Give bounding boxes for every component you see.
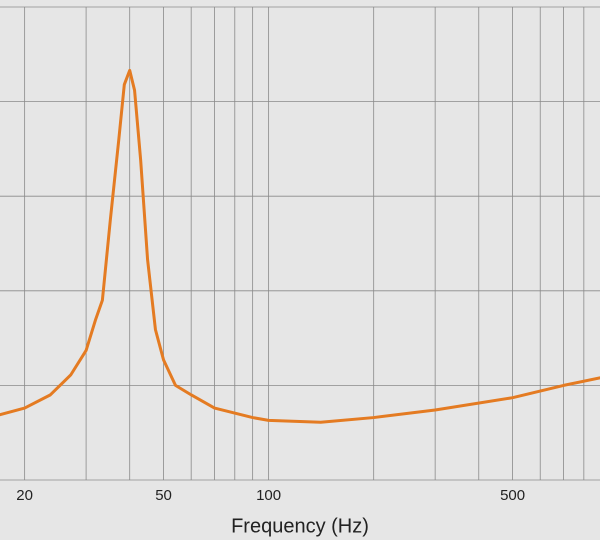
series-line [0, 68, 600, 424]
x-axis-label: Frequency (Hz) [231, 515, 369, 537]
x-tick-label: 500 [500, 487, 525, 504]
x-tick-label: 50 [155, 487, 172, 504]
x-tick-label: 20 [16, 487, 33, 504]
x-tick-label: 100 [256, 487, 281, 504]
